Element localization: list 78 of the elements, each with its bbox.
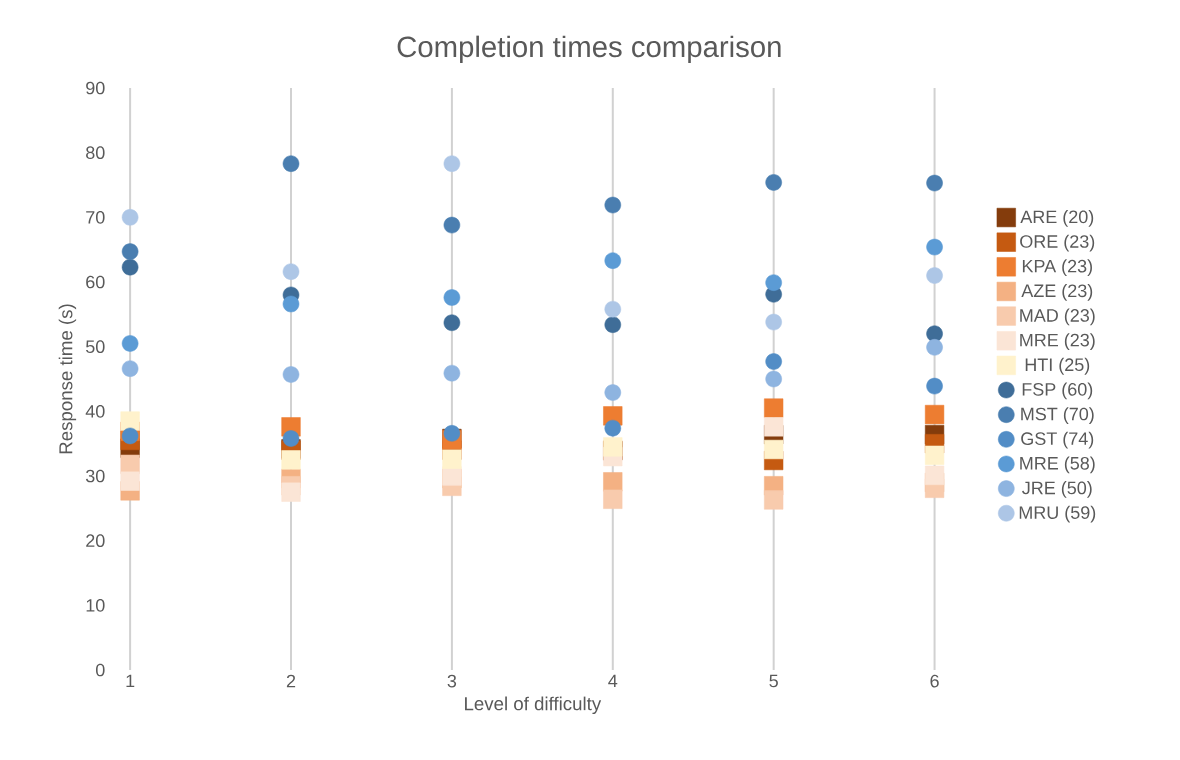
point: [924, 404, 945, 425]
point: [764, 439, 784, 460]
x-tick-label: 5: [769, 674, 778, 688]
y-tick-label: 50: [85, 340, 105, 354]
legend-label: AZE (23): [1021, 283, 1093, 301]
point: [926, 339, 943, 356]
y-tick-label: 60: [86, 275, 105, 289]
point: [604, 196, 622, 214]
legend-label: MAD (23): [1020, 308, 1095, 326]
legend-label: ARE (20): [1020, 210, 1094, 227]
y-axis-title: Response time (s): [58, 304, 77, 454]
point: [603, 489, 623, 509]
legend-label: MST (70): [1021, 407, 1094, 424]
point: [443, 314, 461, 332]
point: [604, 384, 622, 401]
point: [604, 316, 622, 333]
x-tick-label: 6: [930, 674, 939, 688]
point: [121, 258, 139, 276]
point: [764, 417, 784, 437]
y-tick-label: 80: [86, 146, 105, 160]
point: [926, 174, 943, 192]
point: [443, 364, 461, 382]
point: [282, 263, 300, 280]
point: [121, 427, 139, 445]
point: [764, 490, 784, 510]
point: [443, 216, 461, 234]
y-tick-label: 30: [85, 469, 105, 483]
x-tick-label: 4: [608, 674, 618, 688]
legend-label: KPA (23): [1022, 259, 1092, 277]
point: [926, 377, 943, 395]
y-tick-label: 90: [86, 81, 105, 95]
point: [121, 360, 139, 377]
point: [121, 209, 139, 226]
point: [282, 366, 300, 383]
point: [120, 411, 140, 431]
y-tick-label: 70: [86, 210, 105, 224]
point: [443, 155, 461, 172]
point: [121, 243, 139, 260]
point: [765, 274, 782, 291]
point: [924, 445, 945, 465]
x-tick-label: 2: [286, 674, 296, 688]
point: [121, 335, 139, 352]
point: [282, 430, 300, 447]
point: [765, 370, 782, 388]
point: [926, 238, 943, 256]
x-axis-title: Level of difficulty: [465, 696, 602, 714]
point: [924, 465, 945, 485]
point: [281, 482, 301, 502]
point: [764, 398, 784, 418]
point: [282, 155, 300, 172]
point: [281, 450, 301, 470]
point: [282, 295, 300, 313]
legend-label: MRE (23): [1020, 333, 1095, 350]
point: [604, 252, 622, 269]
y-tick-label: 10: [86, 598, 105, 612]
point: [604, 300, 622, 318]
legend-label: ORE (23): [1020, 234, 1095, 252]
point: [120, 471, 140, 491]
y-tick-label: 40: [85, 404, 105, 418]
point: [443, 425, 461, 442]
legend-label: JRE (50): [1022, 481, 1092, 498]
legend-label: MRE (58): [1020, 456, 1095, 474]
x-tick-label: 1: [126, 674, 135, 688]
point: [765, 353, 782, 370]
point: [604, 419, 622, 437]
x-tick-label: 3: [447, 674, 457, 688]
point: [442, 449, 462, 469]
point: [443, 289, 461, 306]
chart-title: Completion times comparison: [397, 35, 781, 63]
y-tick-label: 20: [86, 534, 105, 548]
legend-label: GST (74): [1021, 431, 1094, 449]
legend-label: HTI (25): [1025, 357, 1090, 375]
point: [926, 267, 943, 284]
point: [765, 313, 782, 331]
legend-label: FSP (60): [1022, 382, 1093, 400]
point: [765, 174, 782, 191]
legend-label: MRU (59): [1019, 505, 1096, 523]
y-tick-label: 0: [95, 663, 105, 677]
